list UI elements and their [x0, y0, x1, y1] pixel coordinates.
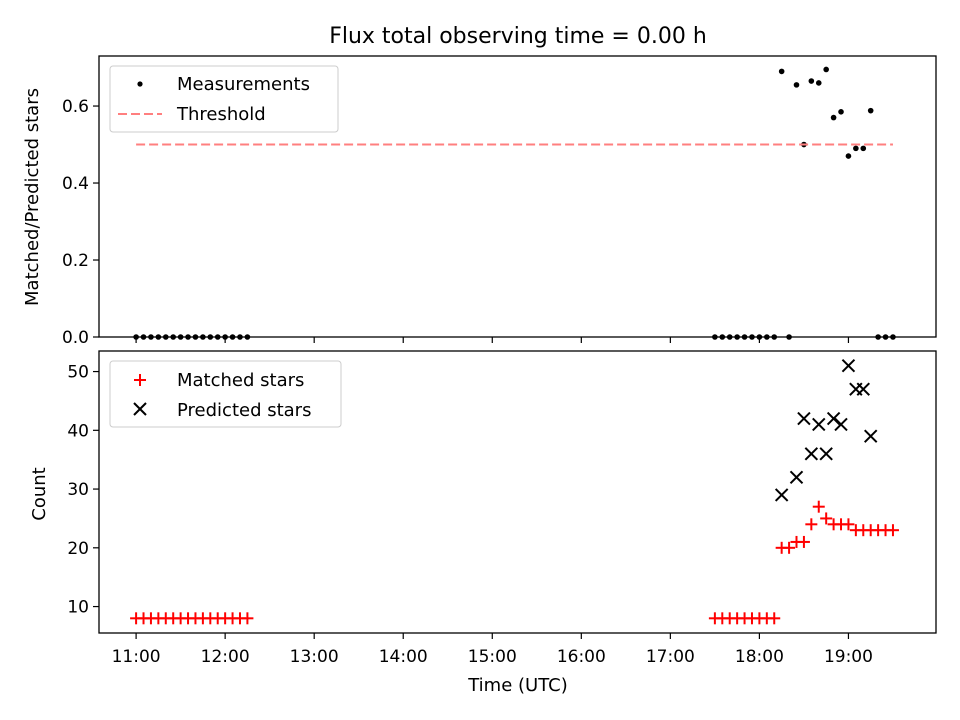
predicted-stars-point — [826, 411, 841, 426]
predicted-stars-point — [812, 417, 826, 432]
legend-marker-matched-stars — [134, 374, 146, 386]
bottom-x-tick-label: 11:00 — [112, 647, 161, 667]
bottom-x-tick-label: 13:00 — [290, 647, 339, 667]
bottom-panel: 10 20 30 40 50 11:00 12:00 13:00 14:00 15:00 16:0… — [29, 350, 937, 696]
matched-stars-point — [768, 612, 781, 625]
bottom-y-tick-label: 10 — [67, 598, 89, 618]
legend-label-matched-stars: Matched stars — [177, 370, 304, 391]
top-y-label: Matched/Predicted stars — [22, 88, 43, 306]
top-y-tick-label: 0.2 — [62, 251, 89, 271]
bottom-y-tick-label: 40 — [67, 421, 89, 441]
predicted-stars-point — [774, 488, 789, 502]
bottom-x-tick-label: 15:00 — [468, 647, 517, 667]
top-legend: Measurements Threshold — [109, 65, 339, 133]
legend-label-predicted-stars: Predicted stars — [177, 400, 311, 421]
predicted-stars-point — [797, 411, 811, 426]
legend-label-threshold: Threshold — [176, 104, 266, 125]
measurements-point — [860, 145, 867, 152]
top-x-axis — [135, 337, 850, 343]
top-legend-frame — [109, 65, 339, 133]
matched-stars-point — [842, 518, 855, 531]
chart-title: Flux total observing time = 0.00 h — [329, 24, 707, 49]
matched-stars-point — [241, 612, 254, 625]
top-y-axis: 0.0 0.2 0.4 0.6 — [62, 97, 99, 348]
measurements-point — [867, 107, 874, 114]
bottom-x-tick-label: 14:00 — [379, 647, 428, 667]
predicted-stars-point — [804, 447, 819, 461]
x-axis-label: Time (UTC) — [467, 675, 568, 696]
measurements-point — [853, 145, 859, 152]
matched-stars-point — [812, 500, 825, 513]
bottom-y-tick-label: 50 — [67, 363, 89, 383]
bottom-x-tick-label: 18:00 — [735, 647, 784, 667]
predicted-stars-point — [863, 429, 878, 443]
matched-stars-point — [797, 535, 810, 548]
matched-stars-point — [820, 512, 833, 525]
bottom-legend: Matched stars Predicted stars — [109, 360, 342, 428]
bottom-x-axis: 11:00 12:00 13:00 14:00 15:00 16:00 17:00 18:00… — [112, 633, 873, 667]
predicted-stars-point — [856, 382, 870, 396]
measurements-point — [808, 78, 815, 84]
top-y-tick-label: 0.0 — [62, 328, 89, 348]
bottom-y-axis: 10 20 30 40 50 — [67, 363, 99, 618]
predicted-stars-point — [819, 447, 833, 461]
top-y-tick-label: 0.6 — [62, 97, 89, 117]
legend-marker-predicted-stars — [133, 402, 147, 416]
top-panel: 0.0 0.2 0.4 0.6 Matched/Predicted stars Mea… — [22, 55, 937, 348]
bottom-y-tick-label: 30 — [67, 480, 89, 500]
bottom-x-tick-label: 16:00 — [557, 647, 606, 667]
top-axes-frame — [98, 55, 937, 338]
bottom-x-tick-label: 19:00 — [824, 647, 873, 667]
bottom-y-tick-label: 20 — [67, 539, 89, 559]
legend-label-measurements: Measurements — [177, 74, 310, 95]
top-y-tick-label: 0.4 — [62, 174, 89, 194]
bottom-x-tick-label: 12:00 — [201, 647, 250, 667]
bottom-x-tick-label: 17:00 — [646, 647, 695, 667]
matched-stars-point — [805, 518, 818, 531]
legend-marker-measurements — [137, 81, 143, 87]
bottom-y-label: Count — [29, 467, 50, 520]
measurements-point — [845, 153, 852, 159]
measurements-point — [838, 109, 844, 115]
bottom-axes-frame — [98, 350, 937, 634]
measurements-point — [793, 82, 800, 88]
bottom-legend-frame — [109, 360, 342, 428]
measurements-point — [815, 80, 822, 86]
matched-stars-point — [886, 524, 899, 537]
measurements-point — [823, 66, 829, 73]
predicted-stars-point — [841, 358, 856, 373]
measurements-point — [830, 114, 837, 121]
measurements-point — [778, 68, 785, 75]
matched-stars-point — [783, 541, 796, 554]
predicted-stars-point — [834, 417, 848, 432]
predicted-stars-point — [789, 470, 804, 485]
